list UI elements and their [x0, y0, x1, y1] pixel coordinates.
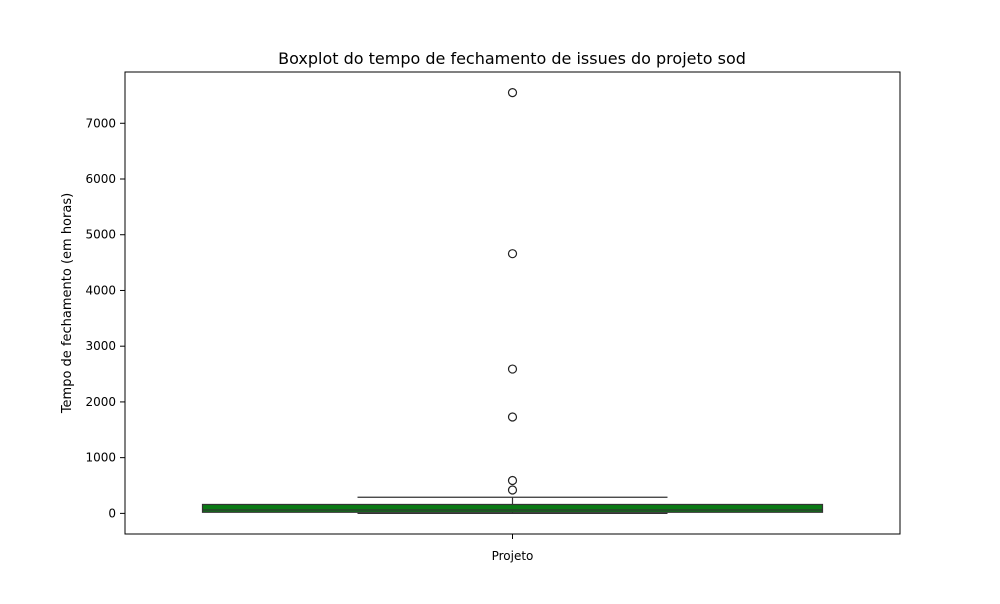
y-tick-label: 7000: [85, 116, 116, 130]
outlier-point: [507, 249, 518, 259]
outlier-point: [507, 475, 518, 486]
y-tick-label: 6000: [85, 172, 116, 186]
x-tick-label: Projeto: [492, 549, 534, 563]
outlier-point: [507, 485, 518, 495]
iqr-box: [201, 503, 824, 513]
y-tick-label: 3000: [85, 339, 116, 353]
plot-area: 0 1000 2000 3000 4000 5000 6000 7000 Projeto: [85, 88, 824, 563]
outlier-point: [507, 88, 518, 98]
y-tick-label: 4000: [85, 283, 116, 297]
y-axis-label: Tempo de fechamento (em horas): [60, 193, 75, 414]
outlier-point: [507, 364, 518, 374]
outlier-point: [507, 412, 518, 422]
y-tick-label: 1000: [85, 451, 116, 465]
plot-frame: [124, 71, 901, 535]
y-tick-label: 0: [108, 506, 116, 520]
y-tick-label: 5000: [85, 228, 116, 242]
y-tick-label: 2000: [85, 395, 116, 409]
chart-title: Boxplot do tempo de fechamento de issues…: [278, 49, 746, 68]
